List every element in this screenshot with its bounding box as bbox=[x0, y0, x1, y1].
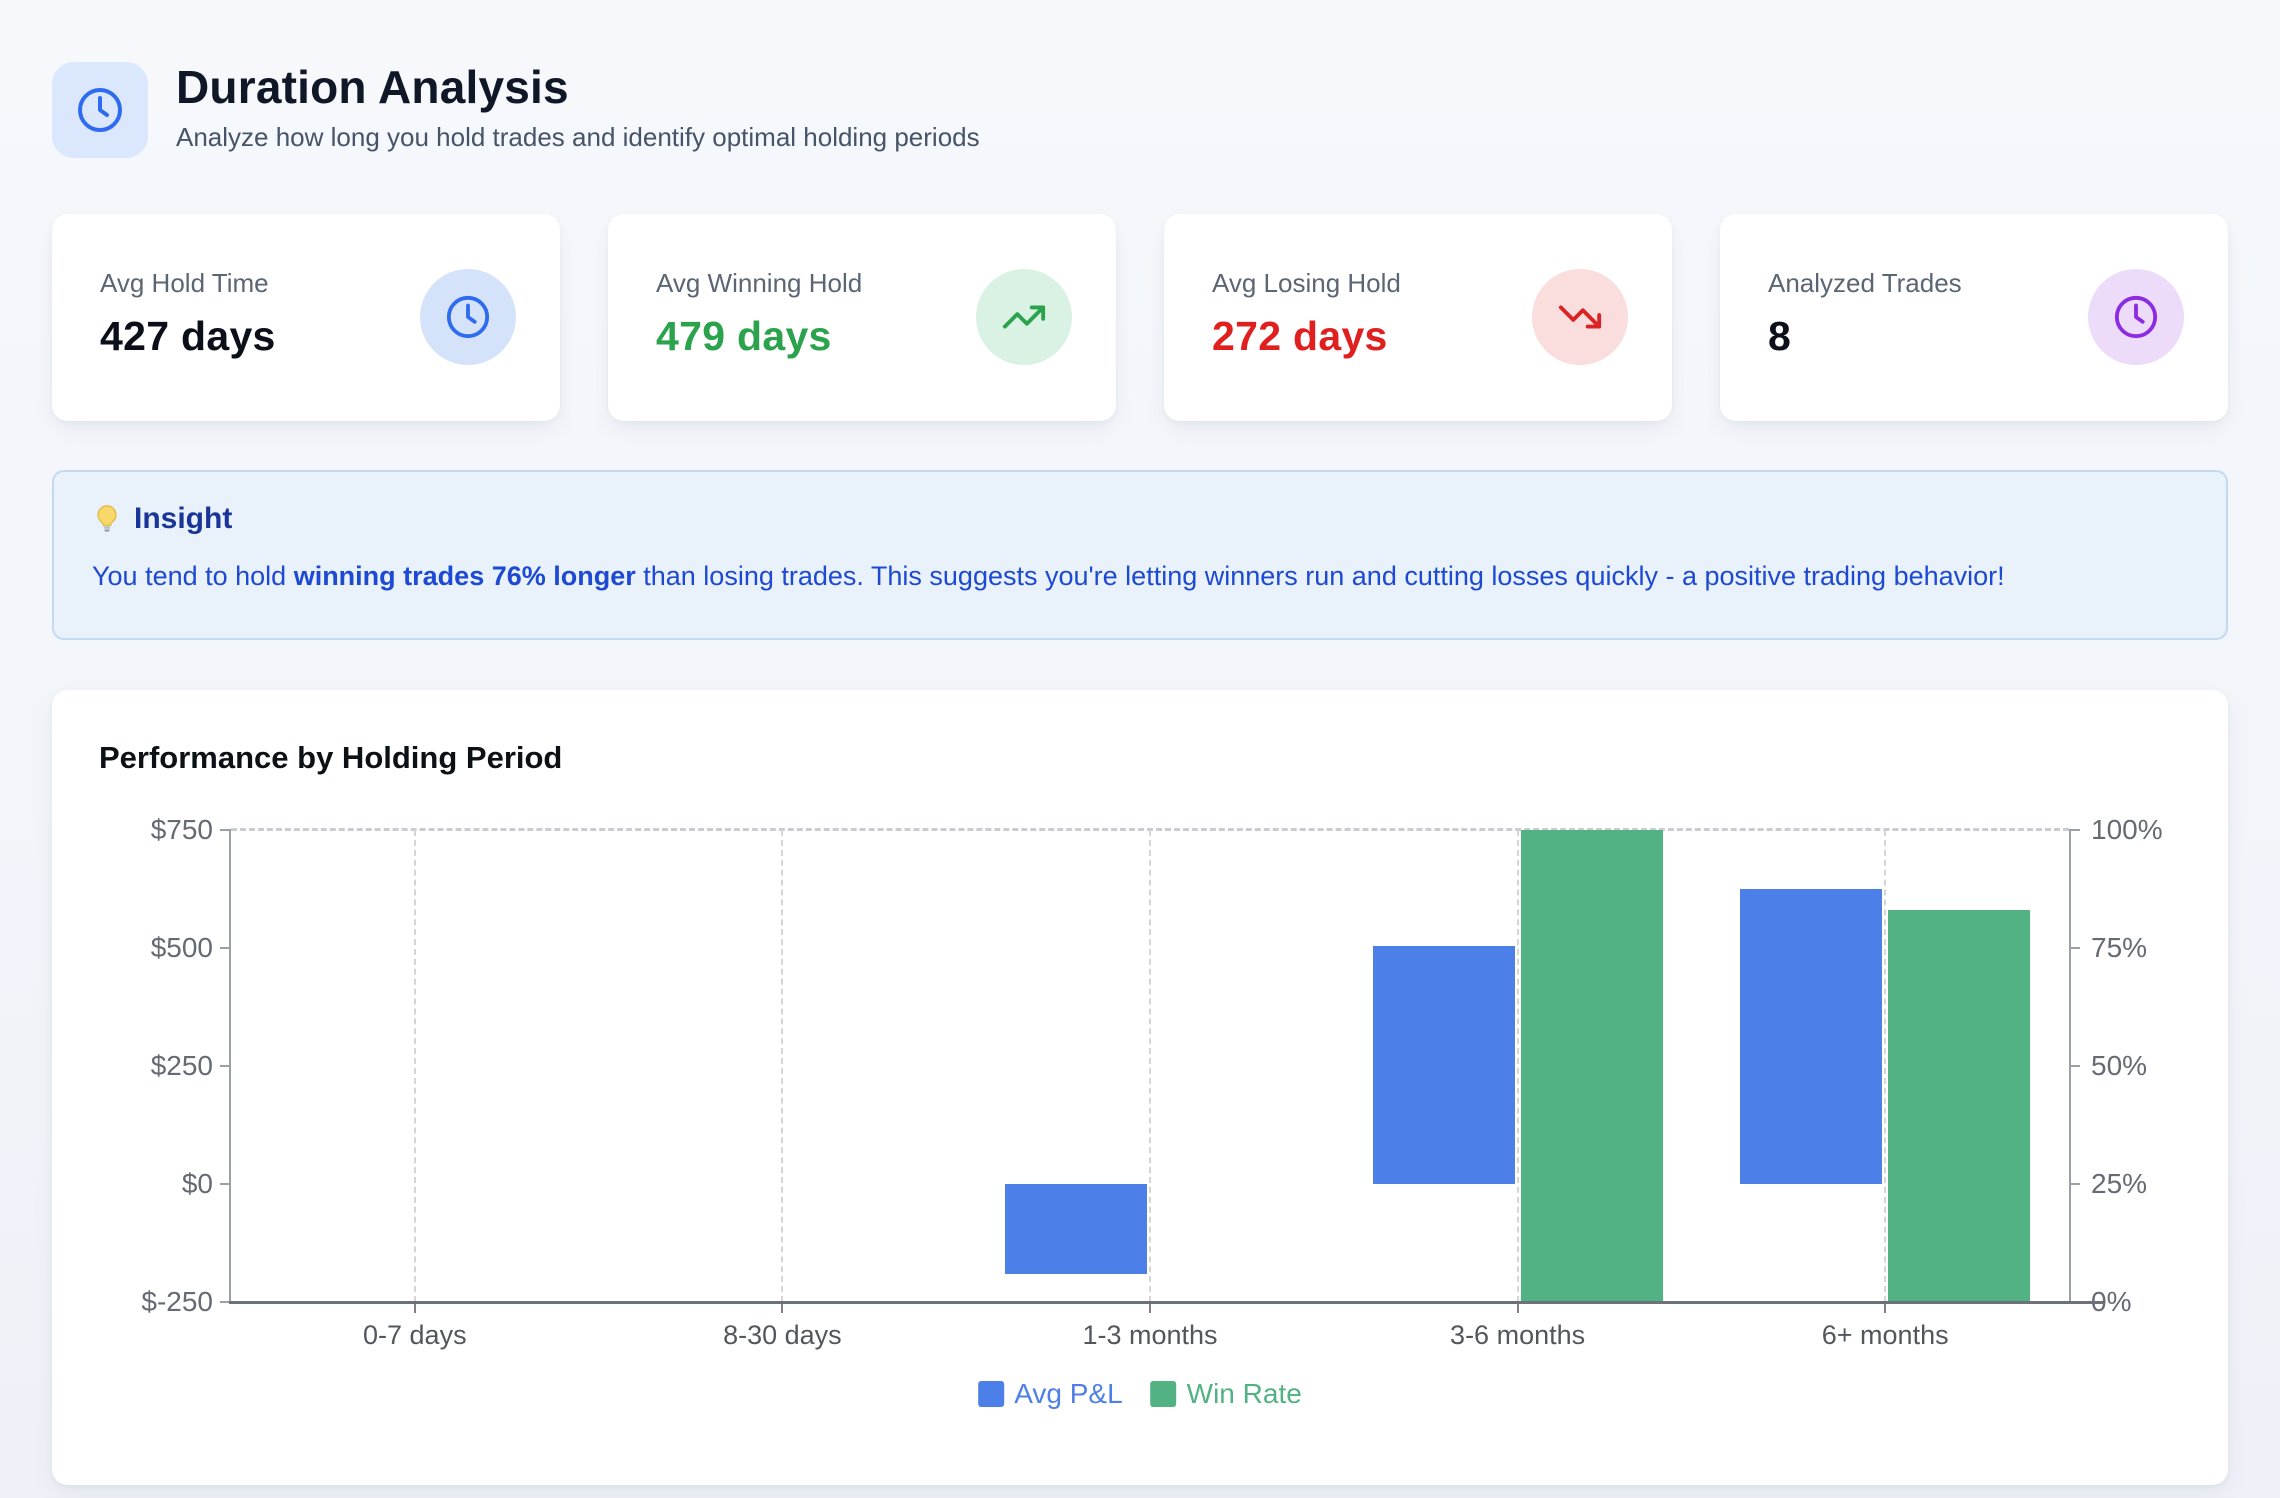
page-header: Duration Analysis Analyze how long you h… bbox=[52, 62, 2228, 158]
plot-area: 0-7 days 8-30 days 1-3 months 3-6 months 6+ … bbox=[141, 814, 2162, 1350]
stat-value: 272 days bbox=[1212, 313, 1388, 359]
stat-label: Avg Winning Hold bbox=[656, 268, 863, 298]
stat-value: 427 days bbox=[100, 313, 276, 359]
y-axis-label-left: $250 bbox=[150, 1050, 213, 1081]
vertical-gridline bbox=[781, 830, 784, 1302]
y-axis-label-right: 50% bbox=[2091, 1050, 2148, 1081]
stat-card-avg-winning-hold: Avg Winning Hold 479 days bbox=[608, 214, 1116, 421]
x-axis-label: 0-7 days bbox=[363, 1320, 467, 1350]
chart-legend: Avg P&L Win Rate bbox=[978, 1378, 1302, 1410]
y-axis-label-left: $750 bbox=[150, 814, 213, 845]
y-axis-tick-left bbox=[220, 1065, 231, 1067]
legend-item-avg-pnl: Avg P&L bbox=[978, 1378, 1123, 1410]
header-text: Duration Analysis Analyze how long you h… bbox=[176, 62, 980, 153]
vertical-gridline bbox=[413, 830, 416, 1302]
x-axis-tick bbox=[413, 1304, 416, 1313]
insight-text-bold: winning trades 76% longer bbox=[293, 561, 636, 591]
vertical-gridline bbox=[1884, 830, 1887, 1302]
y-axis-tick-right bbox=[2069, 829, 2080, 831]
stat-label: Avg Losing Hold bbox=[1212, 268, 1401, 298]
vertical-gridline bbox=[1516, 830, 1519, 1302]
chart-card: Performance by Holding Period 0-7 days 8-… bbox=[52, 690, 2228, 1485]
x-axis-tick bbox=[781, 1304, 784, 1313]
bar-avg-pnl-6+-months bbox=[1740, 889, 1883, 1184]
y-axis-tick-right bbox=[2069, 1065, 2080, 1067]
stat-label: Avg Hold Time bbox=[100, 268, 269, 298]
page-title: Duration Analysis bbox=[176, 61, 569, 113]
x-axis-label: 6+ months bbox=[1821, 1320, 1949, 1350]
legend-swatch-win-rate bbox=[1150, 1381, 1177, 1407]
y-axis-label-right: 0% bbox=[2091, 1286, 2132, 1317]
bar-win-rate-3-6-months bbox=[1520, 830, 1663, 1302]
vertical-gridline bbox=[1149, 830, 1151, 1302]
y-axis-tick-right bbox=[2069, 947, 2080, 949]
insight-text-prefix: You tend to hold bbox=[92, 561, 294, 591]
y-axis-label-right: 100% bbox=[2091, 814, 2163, 845]
bar-avg-pnl-1-3-months bbox=[1005, 1184, 1147, 1274]
stat-card-avg-hold-time: Avg Hold Time 427 days bbox=[52, 214, 560, 421]
trending-down-icon bbox=[1532, 269, 1628, 365]
x-axis-label: 3-6 months bbox=[1450, 1320, 1586, 1350]
x-axis-tick bbox=[1516, 1304, 1519, 1313]
y-axis-label-left: $500 bbox=[150, 932, 213, 963]
x-axis-label: 8-30 days bbox=[723, 1320, 842, 1350]
y-axis-tick-left bbox=[220, 947, 231, 949]
stat-card-avg-losing-hold: Avg Losing Hold 272 days bbox=[1164, 214, 1672, 421]
insight-title: Insight bbox=[134, 502, 233, 535]
x-axis-tick bbox=[1149, 1304, 1151, 1313]
left-axis-line bbox=[229, 830, 231, 1304]
stat-card-analyzed-trades: Analyzed Trades 8 bbox=[1720, 214, 2228, 421]
header-icon-badge bbox=[52, 62, 148, 158]
page-subtitle: Analyze how long you hold trades and ide… bbox=[176, 121, 980, 152]
legend-label: Win Rate bbox=[1186, 1378, 1302, 1409]
stat-label: Analyzed Trades bbox=[1768, 268, 1962, 298]
clock-icon bbox=[76, 86, 124, 134]
insight-panel: Insight You tend to hold winning trades … bbox=[52, 470, 2228, 640]
stat-value: 479 days bbox=[656, 313, 832, 359]
lightbulb-icon bbox=[92, 504, 122, 534]
trending-up-icon bbox=[976, 269, 1072, 365]
bar-avg-pnl-3-6-months bbox=[1372, 945, 1515, 1184]
insight-header: Insight bbox=[92, 502, 2188, 536]
y-axis-label-right: 25% bbox=[2091, 1168, 2148, 1199]
y-axis-tick-left bbox=[220, 1301, 231, 1303]
legend-label: Avg P&L bbox=[1014, 1378, 1123, 1409]
y-axis-tick-left bbox=[220, 829, 231, 831]
right-axis-line bbox=[2069, 830, 2071, 1304]
y-axis-label-right: 75% bbox=[2091, 932, 2148, 963]
bar-win-rate-6+-months bbox=[1888, 910, 2031, 1302]
y-axis-tick-right bbox=[2069, 1183, 2080, 1185]
x-axis-label: 1-3 months bbox=[1082, 1320, 1218, 1350]
stat-value: 8 bbox=[1768, 313, 1792, 359]
insight-text-suffix: than losing trades. This suggests you're… bbox=[635, 561, 2005, 591]
legend-item-win-rate: Win Rate bbox=[1150, 1378, 1302, 1410]
chart-title: Performance by Holding Period bbox=[99, 740, 563, 775]
y-axis-label-left: $-250 bbox=[141, 1286, 213, 1317]
stats-row: Avg Hold Time 427 days Avg Winning Hold … bbox=[52, 214, 2228, 421]
y-axis-label-left: $0 bbox=[181, 1168, 213, 1199]
top-gridline bbox=[231, 828, 2069, 831]
clock-icon bbox=[420, 269, 516, 365]
clock-icon bbox=[2088, 269, 2184, 365]
x-axis-tick bbox=[1884, 1304, 1887, 1313]
x-axis-line bbox=[229, 1301, 2105, 1304]
insight-text: You tend to hold winning trades 76% long… bbox=[92, 561, 2188, 592]
y-axis-tick-left bbox=[220, 1183, 231, 1185]
legend-swatch-avg-pnl bbox=[978, 1381, 1005, 1407]
